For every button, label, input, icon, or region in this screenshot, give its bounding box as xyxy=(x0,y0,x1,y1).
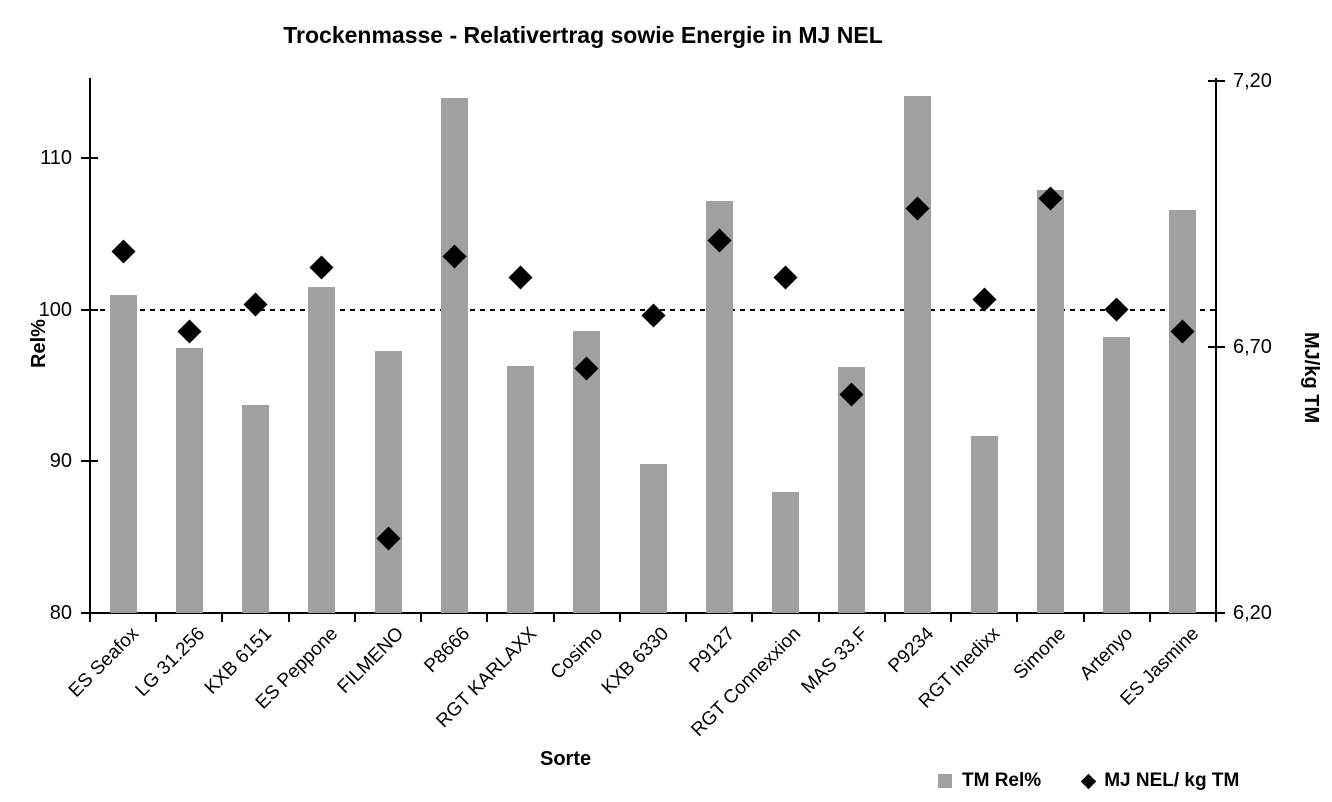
x-axis-tick xyxy=(89,613,91,622)
left-axis-tick-label: 90 xyxy=(49,450,72,473)
left-axis-tick-label: 80 xyxy=(49,602,72,624)
bar-P9127 xyxy=(705,200,733,613)
right-axis-tick-label: 6,70 xyxy=(1233,336,1272,358)
bar-ES Jasmine xyxy=(1169,209,1197,613)
x-axis-title: Sorte xyxy=(540,748,592,770)
bar-KXB 6151 xyxy=(242,405,270,613)
bar-P8666 xyxy=(440,97,468,613)
x-axis-tick xyxy=(155,613,158,622)
x-axis-tick xyxy=(618,613,621,622)
x-category-label: LG 31.256 xyxy=(131,623,210,701)
plot-area: 110 100 90 80 7,20 6,70 6,20 xyxy=(39,71,1272,623)
x-category-label: P9234 xyxy=(884,623,939,677)
marker-KXB 6151 xyxy=(243,292,268,317)
left-axis-tick xyxy=(81,157,98,160)
bar-KXB 6330 xyxy=(639,464,667,613)
bar-Simone xyxy=(1036,190,1064,613)
x-category-label: MAS 33.F xyxy=(797,623,872,698)
left-axis-title: Rel% xyxy=(28,319,50,368)
x-axis-tick xyxy=(751,613,754,622)
x-axis-tick xyxy=(950,613,953,622)
bar-Artenyo xyxy=(1103,337,1131,613)
left-axis-tick xyxy=(81,308,98,311)
x-category-label: ES Jasmine xyxy=(1116,623,1204,710)
marker-Artenyo xyxy=(1104,297,1129,322)
bar-RGT KARLAXX xyxy=(507,365,535,613)
x-category-label: RGT Inedixx xyxy=(915,623,1005,713)
left-axis-line xyxy=(89,78,91,614)
bar-P9234 xyxy=(904,96,932,613)
x-category-label: Artenyo xyxy=(1075,623,1137,685)
legend-scatter-label: MJ NEL/ kg TM xyxy=(1104,770,1240,791)
right-axis-title: MJ/kg TM xyxy=(1300,332,1322,424)
x-axis-tick xyxy=(1082,613,1085,622)
x-category-label: ES Seafox xyxy=(64,623,144,702)
x-axis-tick xyxy=(1148,613,1151,622)
left-axis-tick xyxy=(81,460,98,463)
x-axis-tick xyxy=(685,613,688,622)
bar-LG 31.256 xyxy=(175,347,203,613)
x-category-label: Simone xyxy=(1010,623,1071,684)
bar-MAS 33.F xyxy=(838,367,866,613)
x-axis-tick xyxy=(1016,613,1019,622)
x-category-label: Cosimo xyxy=(546,623,607,684)
bar-ES Seafox xyxy=(109,294,137,613)
x-axis-tick xyxy=(486,613,489,622)
bar-RGT Inedixx xyxy=(970,435,998,613)
marker-RGT Inedixx xyxy=(972,287,997,312)
marker-KXB 6330 xyxy=(640,303,666,328)
x-axis-tick xyxy=(883,613,886,622)
x-category-label: RGT KARLAXX xyxy=(431,623,541,732)
left-axis-tick-label: 100 xyxy=(38,298,72,321)
legend-bar-swatch-icon xyxy=(938,774,952,788)
marker-RGT KARLAXX xyxy=(508,265,533,290)
x-category-label: ES Peppone xyxy=(251,623,342,714)
legend-bar-label: TM Rel% xyxy=(962,770,1042,791)
legend: TM Rel% MJ NEL/ kg TM xyxy=(938,770,1239,792)
right-axis-tick xyxy=(1208,346,1225,348)
x-axis-tick xyxy=(287,613,290,622)
x-axis-tick xyxy=(353,613,356,622)
marker-ES Peppone xyxy=(309,255,334,280)
x-category-label: P8666 xyxy=(420,623,475,677)
marker-RGT Connexxion xyxy=(773,265,798,290)
legend-diamond-icon xyxy=(1080,773,1097,789)
x-axis-tick xyxy=(552,613,555,622)
marker-LG 31.256 xyxy=(177,319,202,344)
x-axis-tick xyxy=(221,613,224,622)
x-category-label: KXB 6151 xyxy=(200,623,276,699)
x-category-label: P9127 xyxy=(685,623,740,677)
right-axis-tick xyxy=(1208,80,1225,82)
right-axis-tick-label: 6,20 xyxy=(1233,602,1272,624)
chart-title: Trockenmasse - Relativertrag sowie Energ… xyxy=(283,22,883,48)
left-axis-tick-label: 110 xyxy=(40,147,72,170)
bar-ES Peppone xyxy=(308,287,336,613)
right-axis-tick-label: 7,20 xyxy=(1233,70,1272,92)
x-axis-line xyxy=(89,612,1217,614)
marker-ES Seafox xyxy=(111,239,136,264)
x-axis-tick xyxy=(817,613,820,622)
x-axis-tick xyxy=(1215,613,1217,622)
x-category-label: KXB 6330 xyxy=(597,623,674,699)
bar-FILMENO xyxy=(374,350,402,613)
x-category-label: RGT Connexxion xyxy=(687,623,806,741)
bar-RGT Connexxion xyxy=(771,491,799,613)
x-axis-tick xyxy=(420,613,423,622)
x-category-label: FILMENO xyxy=(333,623,409,698)
